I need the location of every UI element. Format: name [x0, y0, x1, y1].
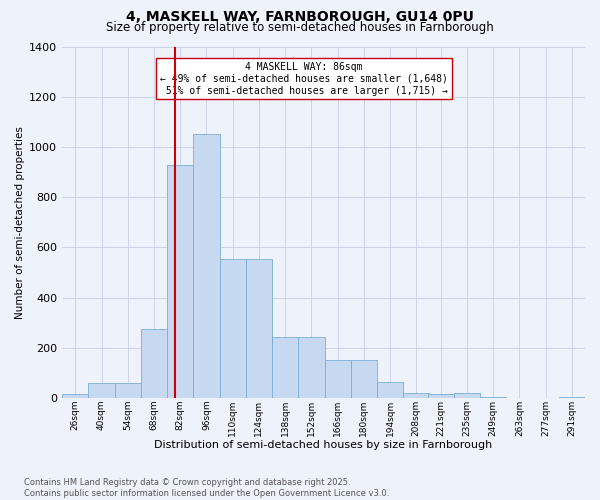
Bar — [377, 382, 403, 398]
Bar — [325, 360, 351, 398]
Y-axis label: Number of semi-detached properties: Number of semi-detached properties — [15, 126, 25, 318]
Bar — [403, 393, 430, 398]
X-axis label: Distribution of semi-detached houses by size in Farnborough: Distribution of semi-detached houses by … — [154, 440, 493, 450]
Bar — [272, 336, 298, 398]
Text: 4 MASKELL WAY: 86sqm
← 49% of semi-detached houses are smaller (1,648)
 51% of s: 4 MASKELL WAY: 86sqm ← 49% of semi-detac… — [160, 62, 448, 96]
Bar — [220, 258, 246, 398]
Bar — [559, 397, 585, 398]
Bar — [428, 394, 454, 398]
Bar — [62, 394, 88, 398]
Text: 4, MASKELL WAY, FARNBOROUGH, GU14 0PU: 4, MASKELL WAY, FARNBOROUGH, GU14 0PU — [126, 10, 474, 24]
Bar — [115, 383, 141, 398]
Bar — [88, 383, 115, 398]
Bar — [141, 329, 167, 398]
Bar — [193, 134, 220, 398]
Bar — [246, 258, 272, 398]
Bar — [298, 336, 325, 398]
Bar — [454, 393, 480, 398]
Bar — [167, 164, 193, 398]
Text: Size of property relative to semi-detached houses in Farnborough: Size of property relative to semi-detach… — [106, 22, 494, 35]
Bar — [480, 397, 506, 398]
Bar — [351, 360, 377, 398]
Text: Contains HM Land Registry data © Crown copyright and database right 2025.
Contai: Contains HM Land Registry data © Crown c… — [24, 478, 389, 498]
